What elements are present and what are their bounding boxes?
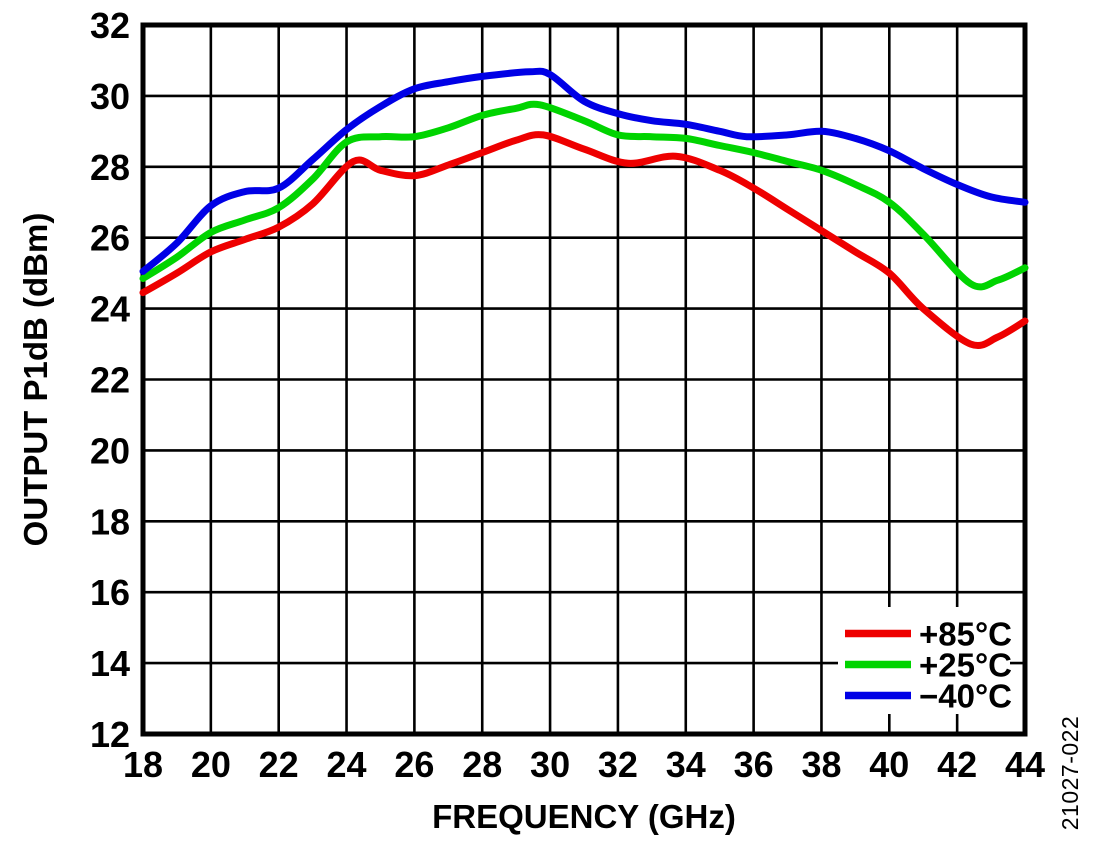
curve-plus25c (139, 100, 1029, 291)
legend: +85°C+25°C−40°C (838, 607, 1012, 715)
x-tick-label: 20 (191, 744, 231, 785)
y-tick-label: 22 (90, 360, 130, 401)
y-tick-label: 20 (90, 430, 130, 471)
x-tick-label: 18 (123, 744, 163, 785)
y-tick-label: 12 (90, 714, 130, 755)
y-tick-label: 24 (90, 289, 130, 330)
x-tick-label: 42 (937, 744, 977, 785)
y-tick-label: 18 (90, 501, 130, 542)
y-tick-label: 28 (90, 147, 130, 188)
x-tick-label: 36 (734, 744, 774, 785)
plot-frame (140, 22, 1028, 737)
x-tick-label: 44 (1005, 744, 1045, 785)
x-tick-label: 30 (530, 744, 570, 785)
axes-frame (140, 22, 1028, 737)
y-tick-label: 30 (90, 76, 130, 117)
x-tick-label: 26 (394, 744, 434, 785)
legend-item-minus40c: −40°C (845, 678, 1012, 715)
x-tick-label: 24 (327, 744, 367, 785)
legend-label: +25°C (919, 647, 1012, 684)
curve-plus85c (139, 131, 1029, 350)
x-tick-label: 32 (598, 744, 638, 785)
x-tick-label: 22 (259, 744, 299, 785)
x-tick-label: 28 (462, 744, 502, 785)
y-axis-title: OUTPUT P1dB (dBm) (17, 213, 54, 547)
curves (139, 67, 1029, 350)
legend-item-plus25c: +25°C (845, 647, 1012, 684)
legend-label: −40°C (919, 678, 1012, 715)
x-tick-label: 40 (869, 744, 909, 785)
y-tick-label: 32 (90, 5, 130, 46)
legend-item-plus85c: +85°C (845, 616, 1012, 653)
y-tick-label: 14 (90, 643, 130, 684)
y-tick-label: 26 (90, 218, 130, 259)
x-axis-title: FREQUENCY (GHz) (432, 798, 736, 835)
x-tick-label: 34 (666, 744, 706, 785)
figure-code: 21027-022 (1057, 716, 1083, 831)
legend-label: +85°C (919, 616, 1012, 653)
tick-labels: 18 20 22 24 26 28 30 32 34 36 38 40 42 44 32 30 28 26 24 22… (90, 5, 1045, 785)
x-tick-label: 38 (801, 744, 841, 785)
curve-minus40c (139, 67, 1029, 275)
y-tick-label: 16 (90, 572, 130, 613)
